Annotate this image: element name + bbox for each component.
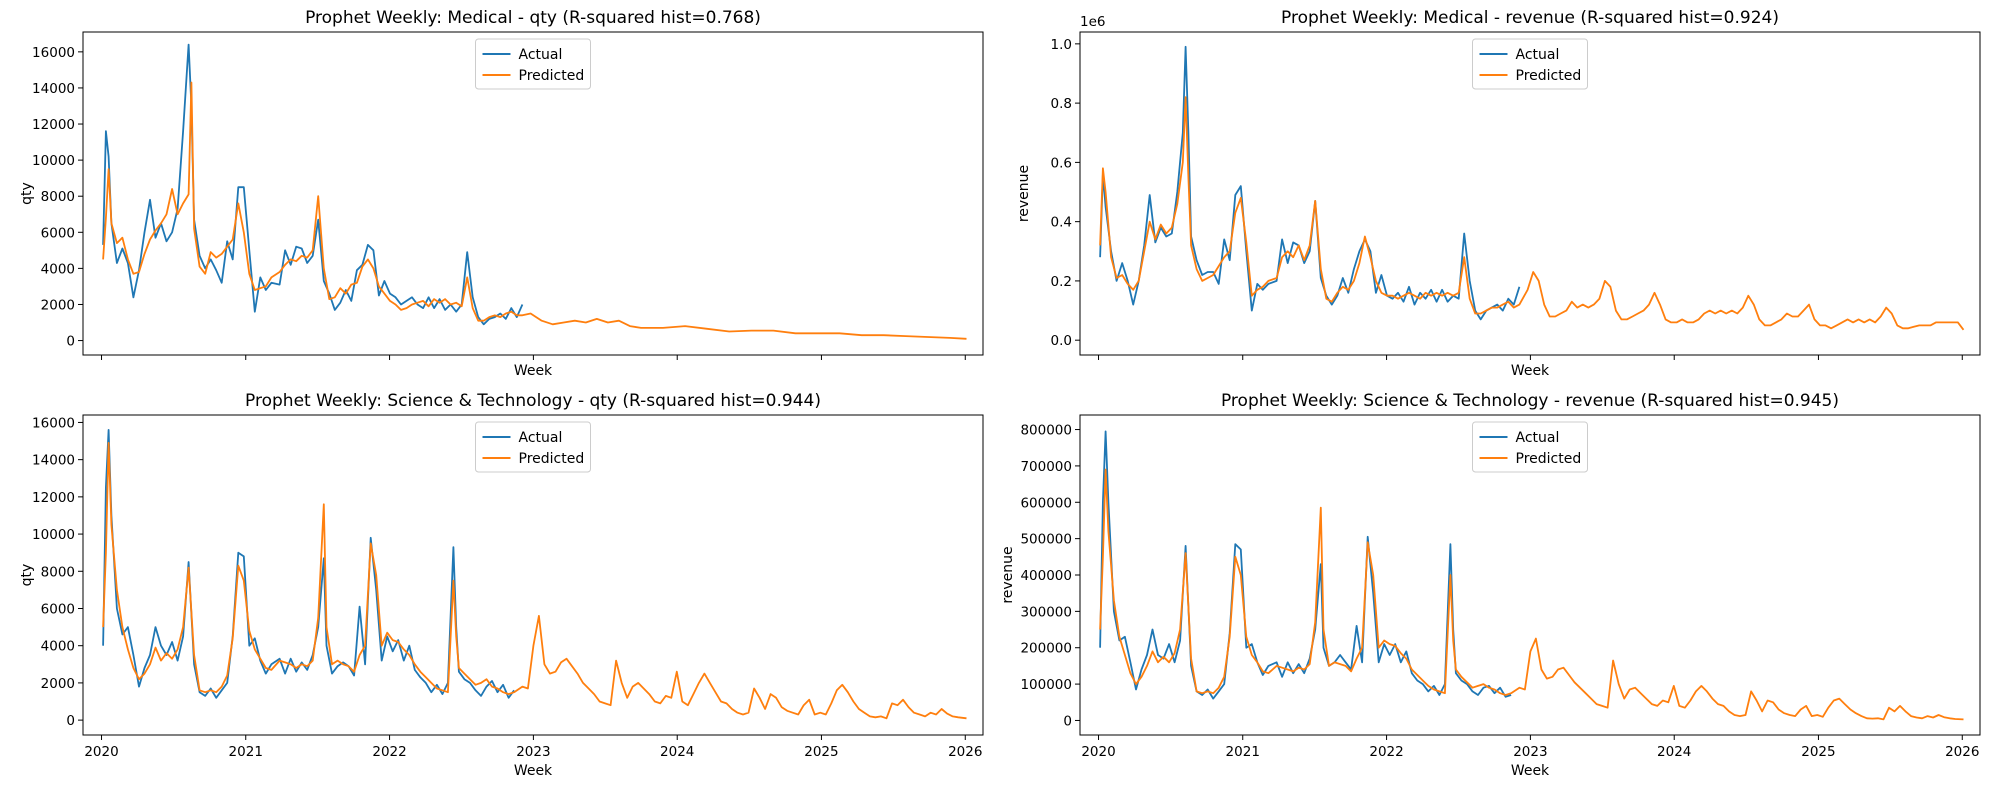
legend-label: Actual xyxy=(519,430,563,446)
chart-panel-2: Prophet Weekly: Medical - revenue (R-squ… xyxy=(1016,8,1981,379)
y-tick-label: 0 xyxy=(66,334,75,350)
y-axis-multiplier: 1e6 xyxy=(1080,14,1105,30)
legend-label: Predicted xyxy=(1516,68,1582,84)
y-tick-label: 300000 xyxy=(1020,604,1072,620)
x-tick-label: 2020 xyxy=(84,744,118,760)
x-tick-label: 2026 xyxy=(948,744,982,760)
y-tick-label: 1.0 xyxy=(1051,37,1072,53)
x-tick-label: 2024 xyxy=(1657,744,1691,760)
chart-title: Prophet Weekly: Medical - revenue (R-squ… xyxy=(1281,8,1779,28)
chart-title: Prophet Weekly: Medical - qty (R-squared… xyxy=(305,8,761,28)
x-tick-label: 2024 xyxy=(660,744,694,760)
y-tick-label: 500000 xyxy=(1020,532,1072,548)
legend-label: Actual xyxy=(1516,47,1560,63)
y-tick-label: 400000 xyxy=(1020,568,1072,584)
y-tick-label: 10000 xyxy=(32,527,75,543)
y-axis-label: qty xyxy=(19,182,35,205)
x-tick-label: 2025 xyxy=(1801,744,1835,760)
y-axis-label: qty xyxy=(19,564,35,587)
y-tick-label: 6000 xyxy=(41,225,75,241)
x-axis-label: Week xyxy=(514,763,553,779)
series-line-actual xyxy=(1099,45,1521,321)
y-tick-label: 100000 xyxy=(1020,677,1072,693)
chart-panel-1: Prophet Weekly: Medical - qty (R-squared… xyxy=(19,8,984,379)
chart-title: Prophet Weekly: Science & Technology - r… xyxy=(1221,391,1839,411)
series-line-predicted xyxy=(1099,96,1965,331)
y-tick-label: 700000 xyxy=(1020,459,1072,475)
legend-box xyxy=(1472,421,1588,473)
x-tick-label: 2021 xyxy=(229,744,263,760)
legend-box xyxy=(475,38,591,90)
x-tick-label: 2022 xyxy=(1369,744,1403,760)
y-tick-label: 12000 xyxy=(32,490,75,506)
y-tick-label: 12000 xyxy=(32,117,75,133)
y-tick-label: 2000 xyxy=(41,297,75,313)
x-tick-label: 2025 xyxy=(804,744,838,760)
y-tick-label: 0 xyxy=(66,713,75,729)
legend: Actual Predicted xyxy=(475,421,591,473)
legend-label: Actual xyxy=(1516,430,1560,446)
series-line-actual xyxy=(102,43,524,326)
y-tick-label: 14000 xyxy=(32,81,75,97)
y-tick-label: 0.6 xyxy=(1051,155,1072,171)
legend-box xyxy=(1472,38,1588,90)
chart-title: Prophet Weekly: Science & Technology - q… xyxy=(245,391,821,411)
legend-label: Predicted xyxy=(519,451,585,467)
y-tick-label: 8000 xyxy=(41,189,75,205)
y-axis-label: revenue xyxy=(1016,165,1032,222)
series-line-predicted xyxy=(102,442,967,720)
plot-frame xyxy=(82,414,984,736)
series-line-actual xyxy=(102,429,515,699)
y-axis-label: revenue xyxy=(1000,546,1016,603)
series-line-predicted xyxy=(102,81,967,340)
legend: Actual Predicted xyxy=(475,38,591,90)
x-tick-label: 2026 xyxy=(1945,744,1979,760)
legend-label: Actual xyxy=(519,47,563,63)
x-tick-label: 2020 xyxy=(1081,744,1115,760)
y-tick-label: 600000 xyxy=(1020,495,1072,511)
y-tick-label: 16000 xyxy=(32,415,75,431)
y-tick-label: 2000 xyxy=(41,676,75,692)
y-tick-label: 4000 xyxy=(41,261,75,277)
plot-frame xyxy=(82,31,984,356)
x-tick-label: 2021 xyxy=(1226,744,1260,760)
y-tick-label: 0.8 xyxy=(1051,96,1072,112)
chart-panel-3: Prophet Weekly: Science & Technology - q… xyxy=(19,391,984,779)
legend: Actual Predicted xyxy=(1472,38,1588,90)
series-line-predicted xyxy=(1099,468,1964,721)
y-tick-label: 8000 xyxy=(41,564,75,580)
y-tick-label: 10000 xyxy=(32,153,75,169)
y-tick-label: 16000 xyxy=(32,45,75,61)
plot-frame xyxy=(1079,414,1981,736)
x-axis-label: Week xyxy=(1511,763,1550,779)
legend-box xyxy=(475,421,591,473)
legend-label: Predicted xyxy=(1516,451,1582,467)
x-tick-label: 2023 xyxy=(516,744,550,760)
y-tick-label: 0.4 xyxy=(1051,215,1072,231)
y-tick-label: 6000 xyxy=(41,601,75,617)
x-axis-label: Week xyxy=(1511,363,1550,379)
y-tick-label: 0 xyxy=(1063,713,1072,729)
y-tick-label: 0.2 xyxy=(1051,274,1072,290)
y-tick-label: 0.0 xyxy=(1051,333,1072,349)
legend-label: Predicted xyxy=(519,68,585,84)
x-tick-label: 2023 xyxy=(1513,744,1547,760)
y-tick-label: 4000 xyxy=(41,639,75,655)
y-tick-label: 800000 xyxy=(1020,423,1072,439)
x-axis-label: Week xyxy=(514,363,553,379)
x-tick-label: 2022 xyxy=(372,744,406,760)
y-tick-label: 200000 xyxy=(1020,641,1072,657)
y-tick-label: 14000 xyxy=(32,453,75,469)
chart-panel-4: Prophet Weekly: Science & Technology - r… xyxy=(1000,391,1981,779)
legend: Actual Predicted xyxy=(1472,421,1588,473)
plot-frame xyxy=(1079,31,1981,356)
